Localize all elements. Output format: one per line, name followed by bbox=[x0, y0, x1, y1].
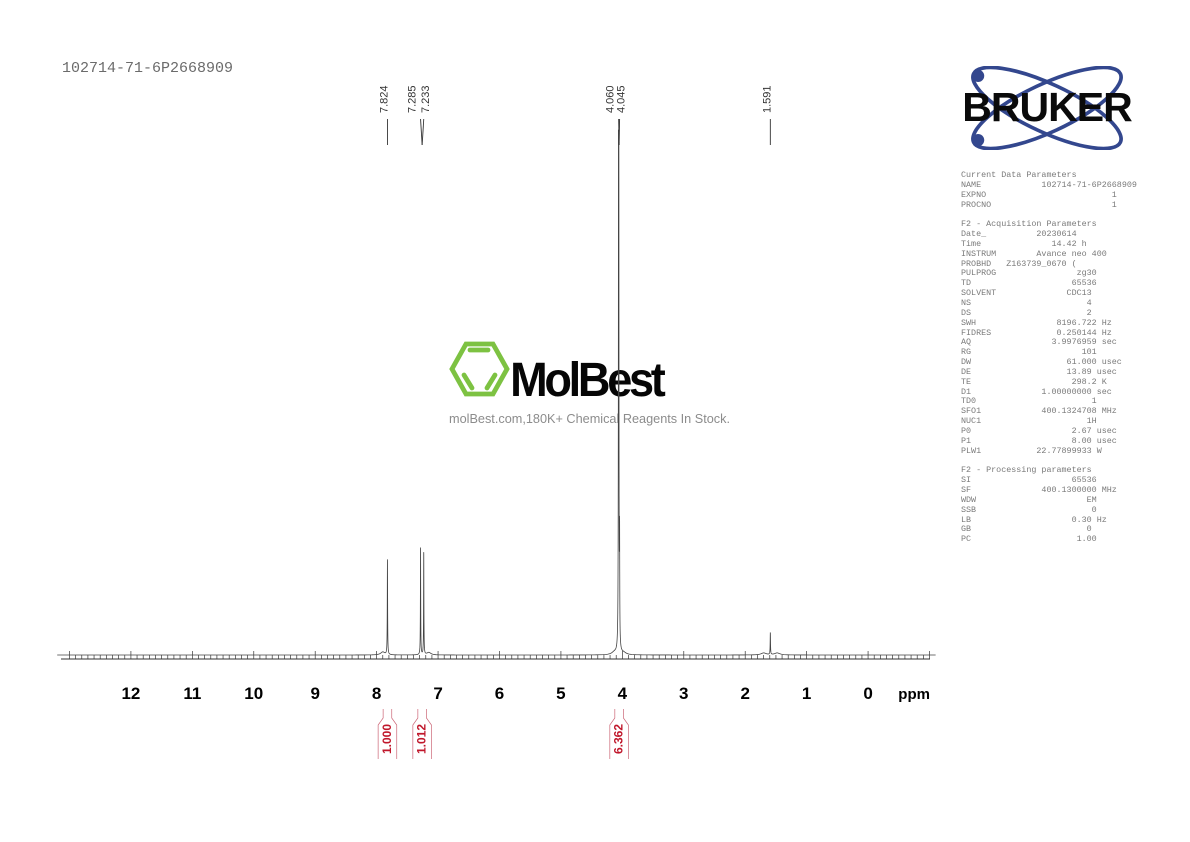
svg-text:7: 7 bbox=[433, 684, 442, 703]
svg-text:1.012: 1.012 bbox=[415, 724, 429, 754]
svg-text:4.045: 4.045 bbox=[616, 85, 628, 113]
svg-text:1.000: 1.000 bbox=[380, 724, 394, 754]
svg-text:7.285: 7.285 bbox=[407, 85, 419, 113]
svg-text:0: 0 bbox=[863, 684, 872, 703]
svg-text:2: 2 bbox=[740, 684, 749, 703]
svg-text:8: 8 bbox=[372, 684, 381, 703]
svg-text:7.233: 7.233 bbox=[420, 85, 432, 113]
svg-text:1.591: 1.591 bbox=[761, 85, 773, 113]
svg-text:5: 5 bbox=[556, 684, 565, 703]
svg-text:6: 6 bbox=[495, 684, 504, 703]
svg-text:12: 12 bbox=[121, 684, 140, 703]
svg-text:11: 11 bbox=[183, 684, 201, 703]
svg-text:ppm: ppm bbox=[898, 686, 930, 703]
svg-text:1: 1 bbox=[802, 684, 811, 703]
svg-text:6.362: 6.362 bbox=[612, 724, 626, 754]
svg-text:9: 9 bbox=[310, 684, 319, 703]
svg-text:3: 3 bbox=[679, 684, 688, 703]
svg-text:4: 4 bbox=[618, 684, 628, 703]
svg-text:10: 10 bbox=[244, 684, 263, 703]
svg-text:7.824: 7.824 bbox=[378, 85, 390, 113]
